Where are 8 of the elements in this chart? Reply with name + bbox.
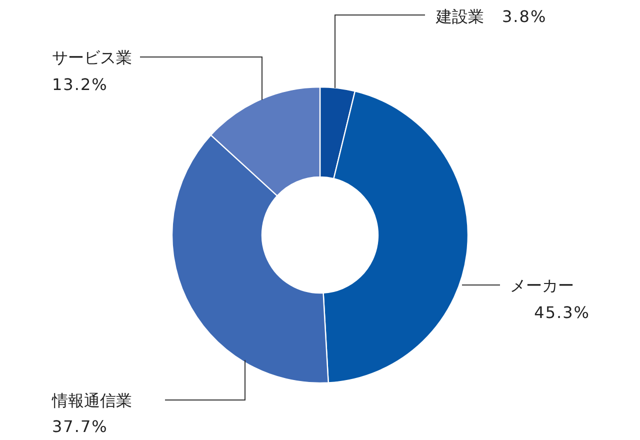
slice-label: 情報通信業 (51, 391, 132, 410)
slice-label: メーカー (510, 276, 574, 295)
slice-label: サービス業 (52, 48, 132, 67)
data-label: 37.7% (52, 417, 108, 436)
data-label: 45.3% (534, 303, 590, 322)
data-label: 3.8% (502, 7, 547, 26)
slice-label: 建設業 (435, 7, 484, 26)
data-label: 13.2% (52, 75, 108, 94)
